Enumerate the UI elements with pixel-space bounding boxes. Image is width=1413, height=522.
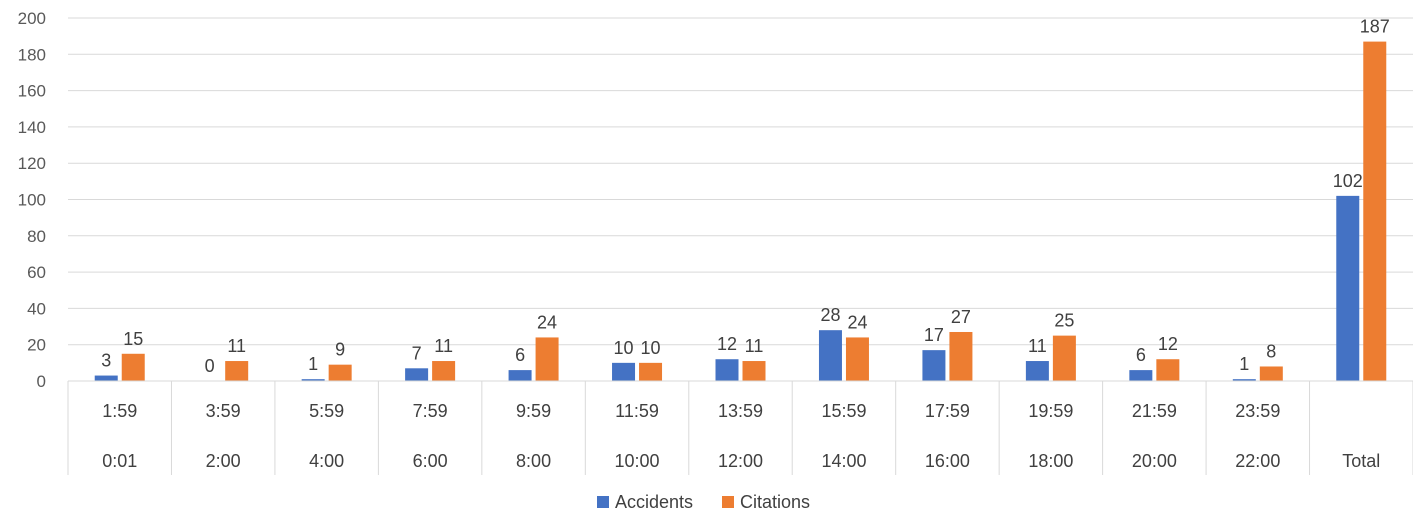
legend-label: Citations (740, 492, 810, 512)
data-label: 8 (1266, 341, 1276, 361)
x-category-label-top: 9:59 (516, 401, 551, 421)
bar-citations (1052, 335, 1076, 381)
data-label: 10 (641, 338, 661, 358)
data-label: 11 (745, 336, 764, 356)
data-label: 10 (614, 338, 634, 358)
bar-accidents (1025, 361, 1049, 381)
x-category-label-bottom: 16:00 (925, 451, 970, 471)
x-category-label-bottom: 8:00 (516, 451, 551, 471)
data-label: 11 (1028, 336, 1047, 356)
data-label: 0 (205, 356, 215, 376)
bar-accidents (818, 330, 842, 381)
data-label: 1 (308, 354, 318, 374)
bar-accidents (1336, 195, 1360, 381)
bar-accidents (922, 350, 946, 381)
y-tick-label: 180 (18, 45, 46, 64)
x-category-label-bottom: 4:00 (309, 451, 344, 471)
x-category-label-top: 19:59 (1028, 401, 1073, 421)
data-label: 17 (924, 325, 944, 345)
bar-citations (742, 361, 766, 381)
data-label: 12 (717, 334, 737, 354)
x-category-label-bottom: 18:00 (1028, 451, 1073, 471)
bar-citations (1363, 41, 1387, 381)
data-label: 102 (1333, 171, 1363, 191)
bar-citations (949, 331, 973, 381)
x-category-label-top: 5:59 (309, 401, 344, 421)
data-label: 24 (847, 312, 867, 332)
data-label: 1 (1239, 354, 1249, 374)
x-category-label-bottom: 10:00 (615, 451, 660, 471)
data-label: 24 (537, 312, 557, 332)
bar-accidents (612, 362, 636, 381)
bar-accidents (715, 359, 739, 381)
y-tick-label: 100 (18, 191, 46, 210)
y-tick-label: 0 (37, 372, 46, 391)
x-category-label-top: 7:59 (413, 401, 448, 421)
x-category-label-top: 13:59 (718, 401, 763, 421)
data-label: 27 (951, 307, 971, 327)
data-label: 11 (227, 336, 246, 356)
y-tick-label: 80 (27, 227, 46, 246)
x-category-label-top: 11:59 (615, 401, 659, 421)
data-label: 11 (434, 336, 453, 356)
bar-citations (1156, 359, 1180, 381)
data-label: 12 (1158, 334, 1178, 354)
legend-label: Accidents (615, 492, 693, 512)
x-category-label-top: 23:59 (1235, 401, 1280, 421)
bar-accidents (94, 375, 118, 381)
y-tick-label: 200 (18, 9, 46, 28)
data-label: 15 (123, 329, 143, 349)
y-axis-ticks: 0 20 40 60 80 100 120 140 160 180 200 (18, 9, 46, 391)
y-tick-label: 60 (27, 263, 46, 282)
bar-citations (328, 364, 352, 381)
bar-accidents (301, 379, 325, 381)
x-category-label-bottom: 20:00 (1132, 451, 1177, 471)
data-label: 25 (1054, 311, 1074, 331)
bar-citations (225, 361, 249, 381)
x-category-label-bottom: 14:00 (821, 451, 866, 471)
legend-swatch-citations (722, 496, 734, 508)
x-category-label-top: 17:59 (925, 401, 970, 421)
bar-accidents (1129, 370, 1153, 381)
data-label: 187 (1360, 17, 1390, 37)
bar-citations (639, 362, 663, 381)
bar-accidents (1232, 379, 1256, 381)
y-tick-label: 160 (18, 82, 46, 101)
bar-citations (121, 353, 145, 381)
x-category-label-top: 1:59 (102, 401, 137, 421)
data-label: 6 (1136, 345, 1146, 365)
x-category-label-bottom: 0:01 (102, 451, 137, 471)
data-label: 6 (515, 345, 525, 365)
bar-citations (432, 361, 456, 381)
x-category-label-top: 15:59 (821, 401, 866, 421)
bar-citations (845, 337, 869, 381)
x-category-label-bottom: 6:00 (413, 451, 448, 471)
bar-accidents (508, 370, 532, 381)
bar-accidents (405, 368, 429, 381)
x-category-label-bottom: Total (1342, 451, 1380, 471)
x-category-label-bottom: 12:00 (718, 451, 763, 471)
data-label: 9 (335, 340, 345, 360)
data-label: 3 (101, 351, 111, 371)
bar-citations (535, 337, 559, 381)
x-category-label-top: 3:59 (206, 401, 241, 421)
x-category-label-bottom: 22:00 (1235, 451, 1280, 471)
x-category-label-top: 21:59 (1132, 401, 1177, 421)
y-tick-label: 120 (18, 154, 46, 173)
gridlines (68, 17, 1413, 382)
x-category-label-bottom: 2:00 (206, 451, 241, 471)
bars (94, 41, 1387, 381)
legend: Accidents Citations (597, 492, 810, 512)
y-tick-label: 40 (27, 299, 46, 318)
data-label: 28 (820, 305, 840, 325)
bar-citations (1259, 366, 1283, 381)
y-tick-label: 20 (27, 336, 46, 355)
x-axis: 1:59 3:59 5:59 7:59 9:59 11:59 13:59 15:59 17:59… (67, 380, 1413, 475)
y-tick-label: 140 (18, 118, 46, 137)
legend-swatch-accidents (597, 496, 609, 508)
data-label: 7 (412, 343, 422, 363)
